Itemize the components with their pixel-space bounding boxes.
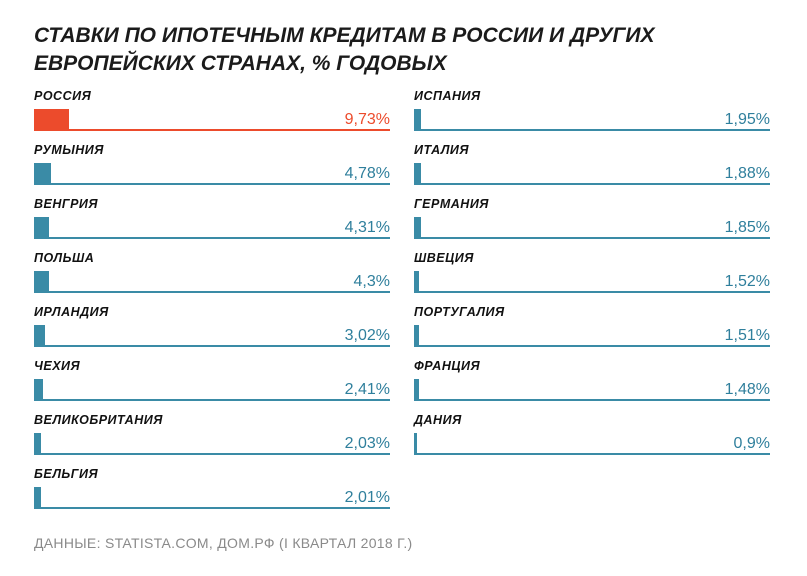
bar-row: ЧЕХИЯ 2,41% bbox=[34, 359, 390, 413]
bar-track: 1,51% bbox=[414, 325, 770, 347]
bar bbox=[34, 271, 50, 293]
category-label: ВЕЛИКОБРИТАНИЯ bbox=[34, 413, 163, 427]
bar bbox=[414, 271, 420, 293]
value-label: 2,03% bbox=[344, 435, 390, 452]
category-label: РУМЫНИЯ bbox=[34, 143, 104, 157]
category-label: ПОЛЬША bbox=[34, 251, 95, 265]
value-label: 2,01% bbox=[344, 489, 390, 506]
bar-baseline bbox=[34, 129, 390, 131]
value-label: 1,51% bbox=[724, 327, 770, 344]
bar bbox=[34, 379, 43, 401]
category-label: ГЕРМАНИЯ bbox=[414, 197, 489, 211]
value-label: 1,95% bbox=[724, 111, 770, 128]
value-label: 1,85% bbox=[724, 219, 770, 236]
bar-row: ИСПАНИЯ 1,95% bbox=[414, 89, 770, 143]
bar-track: 4,3% bbox=[34, 271, 390, 293]
right-column: ИСПАНИЯ 1,95% ИТАЛИЯ 1,88% ГЕРМАНИЯ 1,85% ШВЕЦ… bbox=[414, 89, 770, 467]
category-label: ЧЕХИЯ bbox=[34, 359, 81, 373]
bar bbox=[34, 163, 51, 185]
bar-baseline bbox=[34, 183, 390, 185]
bar-baseline bbox=[414, 291, 770, 293]
value-label: 4,78% bbox=[344, 165, 390, 182]
bar-baseline bbox=[414, 399, 770, 401]
category-label: ДАНИЯ bbox=[414, 413, 462, 427]
bar-row: БЕЛЬГИЯ 2,01% bbox=[34, 467, 390, 521]
category-label: ВЕНГРИЯ bbox=[34, 197, 99, 211]
bar-track: 0,9% bbox=[414, 433, 770, 455]
bar bbox=[34, 325, 45, 347]
bar-row: РУМЫНИЯ 4,78% bbox=[34, 143, 390, 197]
bar-track: 4,78% bbox=[34, 163, 390, 185]
bar-row: ИРЛАНДИЯ 3,02% bbox=[34, 305, 390, 359]
bar-row: ПОЛЬША 4,3% bbox=[34, 251, 390, 305]
bar-baseline bbox=[34, 453, 390, 455]
category-label: ИСПАНИЯ bbox=[414, 89, 481, 103]
bar-row: РОССИЯ 9,73% bbox=[34, 89, 390, 143]
category-label: ИТАЛИЯ bbox=[414, 143, 470, 157]
bar-row: ВЕНГРИЯ 4,31% bbox=[34, 197, 390, 251]
bar-baseline bbox=[34, 291, 390, 293]
bar bbox=[34, 109, 69, 131]
bar-baseline bbox=[414, 453, 770, 455]
bar-track: 4,31% bbox=[34, 217, 390, 239]
bar-track: 2,41% bbox=[34, 379, 390, 401]
bar bbox=[34, 217, 50, 239]
value-label: 1,88% bbox=[724, 165, 770, 182]
bar-track: 2,03% bbox=[34, 433, 390, 455]
bar-track: 1,48% bbox=[414, 379, 770, 401]
bar-track: 1,88% bbox=[414, 163, 770, 185]
bar-baseline bbox=[34, 507, 390, 509]
bar-baseline bbox=[414, 183, 770, 185]
bar-track: 2,01% bbox=[34, 487, 390, 509]
value-label: 4,31% bbox=[344, 219, 390, 236]
bar-row: ГЕРМАНИЯ 1,85% bbox=[414, 197, 770, 251]
bar bbox=[414, 217, 421, 239]
bar-baseline bbox=[414, 345, 770, 347]
value-label: 3,02% bbox=[344, 327, 390, 344]
category-label: ИРЛАНДИЯ bbox=[34, 305, 109, 319]
value-label: 4,3% bbox=[353, 273, 390, 290]
category-label: ПОРТУГАЛИЯ bbox=[414, 305, 505, 319]
bar bbox=[414, 379, 420, 401]
bar bbox=[414, 163, 421, 185]
bar-baseline bbox=[34, 345, 390, 347]
category-label: РОССИЯ bbox=[34, 89, 92, 103]
bar bbox=[414, 433, 418, 455]
bar bbox=[34, 433, 42, 455]
bar-row: ДАНИЯ 0,9% bbox=[414, 413, 770, 467]
bar bbox=[414, 109, 421, 131]
bar-track: 1,95% bbox=[414, 109, 770, 131]
bar-baseline bbox=[34, 237, 390, 239]
bar-track: 1,85% bbox=[414, 217, 770, 239]
source-note: ДАННЫЕ: STATISTA.COM, ДОМ.РФ (I КВАРТАЛ … bbox=[34, 535, 413, 551]
left-column: РОССИЯ 9,73% РУМЫНИЯ 4,78% ВЕНГРИЯ 4,31% ПОЛЬШ… bbox=[34, 89, 390, 521]
bar-track: 3,02% bbox=[34, 325, 390, 347]
bar-row: ШВЕЦИЯ 1,52% bbox=[414, 251, 770, 305]
bar-baseline bbox=[414, 237, 770, 239]
bar-row: ИТАЛИЯ 1,88% bbox=[414, 143, 770, 197]
value-label: 1,52% bbox=[724, 273, 770, 290]
value-label: 1,48% bbox=[724, 381, 770, 398]
value-label: 0,9% bbox=[733, 435, 770, 452]
category-label: ШВЕЦИЯ bbox=[414, 251, 474, 265]
value-label: 9,73% bbox=[344, 111, 390, 128]
bar-track: 9,73% bbox=[34, 109, 390, 131]
value-label: 2,41% bbox=[344, 381, 390, 398]
category-label: БЕЛЬГИЯ bbox=[34, 467, 99, 481]
category-label: ФРАНЦИЯ bbox=[414, 359, 481, 373]
bar-row: ВЕЛИКОБРИТАНИЯ 2,03% bbox=[34, 413, 390, 467]
bar bbox=[414, 325, 420, 347]
bar-row: ФРАНЦИЯ 1,48% bbox=[414, 359, 770, 413]
bar-baseline bbox=[34, 399, 390, 401]
bar-track: 1,52% bbox=[414, 271, 770, 293]
bar bbox=[34, 487, 42, 509]
chart-title: СТАВКИ ПО ИПОТЕЧНЫМ КРЕДИТАМ В РОССИИ И … bbox=[34, 24, 655, 75]
bar-baseline bbox=[414, 129, 770, 131]
bar-row: ПОРТУГАЛИЯ 1,51% bbox=[414, 305, 770, 359]
